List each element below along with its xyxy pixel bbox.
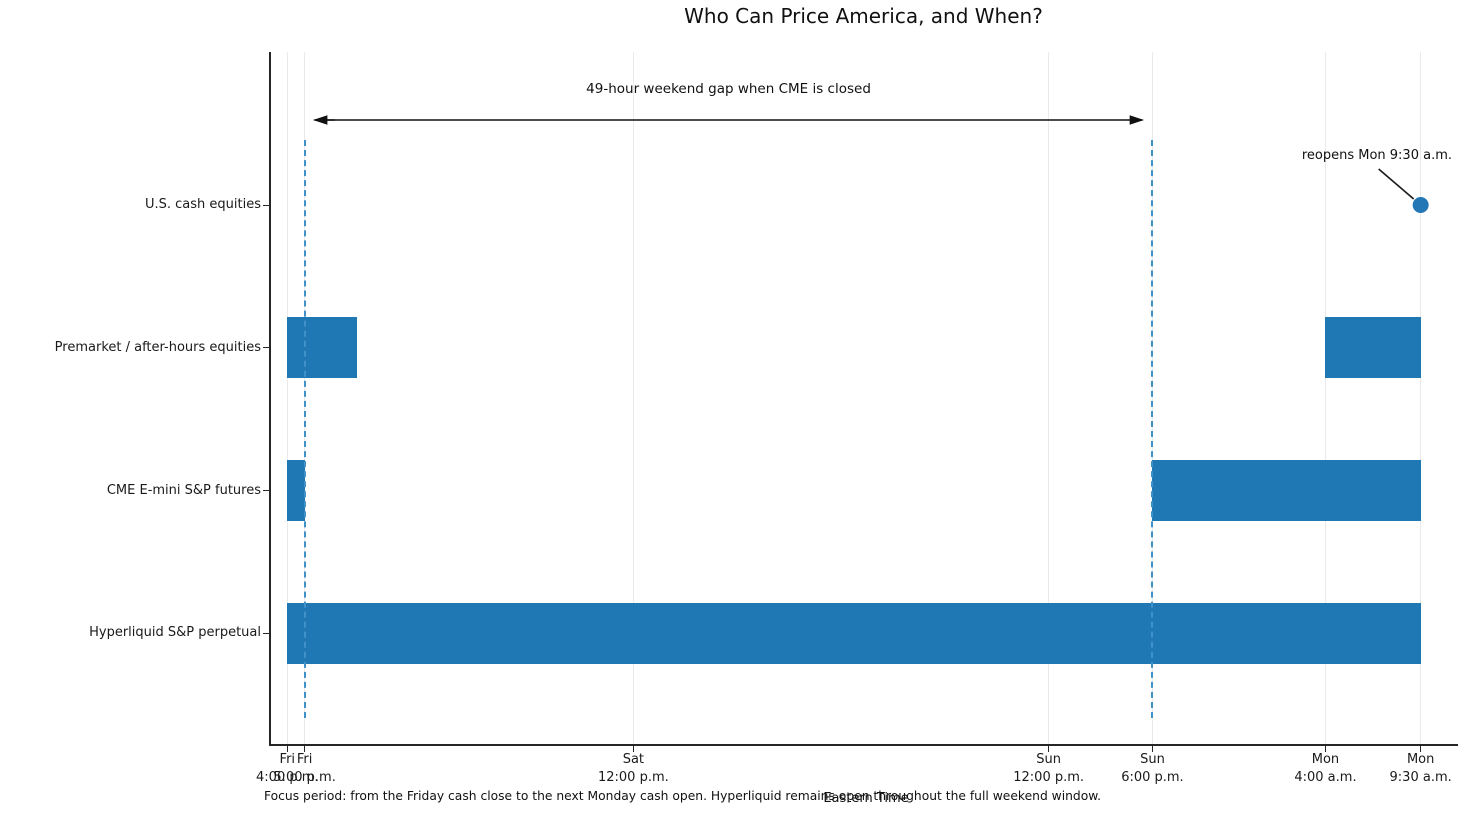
y-tick-mark bbox=[263, 632, 269, 634]
x-tick-day: Fri bbox=[296, 752, 313, 767]
x-tick-time: 4:00 a.m. bbox=[1294, 769, 1357, 785]
y-tick-mark bbox=[263, 347, 269, 349]
x-gridline bbox=[632, 52, 634, 744]
y-axis-label: U.S. cash equities bbox=[144, 197, 261, 212]
x-tick-label: Fri 5:00 p.m. bbox=[235, 751, 375, 786]
x-tick-time: 4:00 p.m. bbox=[256, 769, 319, 785]
y-axis-spine bbox=[269, 52, 271, 745]
x-tick-day: Mon bbox=[1406, 752, 1435, 767]
x-tick-label: Sat 12:00 p.m. bbox=[563, 751, 703, 786]
bar-segment bbox=[287, 460, 305, 522]
x-tick-time: 6:00 p.m. bbox=[1121, 769, 1184, 785]
x-tick-time: 12:00 p.m. bbox=[1013, 769, 1085, 785]
x-tick-time: 5:00 p.m. bbox=[273, 769, 336, 785]
y-tick-mark bbox=[263, 490, 269, 492]
y-axis-label: CME E-mini S&P futures bbox=[106, 482, 261, 498]
x-tick-day: Fri bbox=[279, 752, 296, 767]
x-axis-spine bbox=[269, 744, 1458, 746]
x-tick-mark bbox=[304, 746, 306, 752]
cme-closed-dashed-guide bbox=[303, 140, 306, 718]
reopen-annotation-text: reopens Mon 9:30 a.m. bbox=[1301, 148, 1452, 163]
x-tick-day: Mon bbox=[1311, 752, 1340, 767]
x-gridline bbox=[1420, 52, 1422, 744]
bar-segment bbox=[1152, 460, 1421, 522]
bar-segment bbox=[1325, 317, 1421, 379]
figure-caption: Focus period: from the Friday cash close… bbox=[264, 789, 1102, 803]
y-axis-label: Hyperliquid S&P perpetual bbox=[89, 625, 261, 641]
x-tick-label: Fri 4:00 p.m. bbox=[217, 751, 357, 786]
x-tick-time: 12:00 p.m. bbox=[597, 769, 669, 785]
x-tick-label: Mon 4:00 a.m. bbox=[1255, 751, 1395, 786]
x-axis-label: Eastern Time bbox=[823, 791, 909, 806]
x-gridline bbox=[1048, 52, 1050, 744]
x-tick-mark bbox=[1151, 746, 1153, 752]
x-tick-mark bbox=[632, 746, 634, 752]
x-tick-mark bbox=[286, 746, 288, 752]
x-tick-day: Sun bbox=[1036, 752, 1061, 767]
x-tick-day: Sat bbox=[622, 752, 645, 767]
gap-annotation-text: 49-hour weekend gap when CME is closed bbox=[586, 81, 871, 97]
x-tick-day: Sun bbox=[1140, 752, 1165, 767]
x-gridline bbox=[1324, 52, 1326, 744]
cme-closed-dashed-guide bbox=[1151, 140, 1154, 718]
x-tick-label: Sun 6:00 p.m. bbox=[1082, 751, 1222, 786]
x-tick-mark bbox=[1048, 746, 1050, 752]
bar-segment bbox=[287, 317, 357, 379]
y-tick-mark bbox=[263, 204, 269, 206]
bar-segment bbox=[287, 602, 1421, 664]
x-tick-label: Sun 12:00 p.m. bbox=[979, 751, 1119, 786]
x-tick-mark bbox=[1420, 746, 1422, 752]
y-axis-label: Premarket / after-hours equities bbox=[54, 339, 261, 355]
reopen-annotation-leader-line bbox=[1378, 168, 1415, 200]
x-gridline bbox=[286, 52, 288, 744]
x-tick-mark bbox=[1324, 746, 1326, 752]
x-tick-time: 9:30 a.m. bbox=[1389, 769, 1452, 785]
chart-title: Who Can Price America, and When? bbox=[684, 4, 1043, 28]
x-tick-label: Mon 9:30 a.m. bbox=[1351, 751, 1463, 786]
